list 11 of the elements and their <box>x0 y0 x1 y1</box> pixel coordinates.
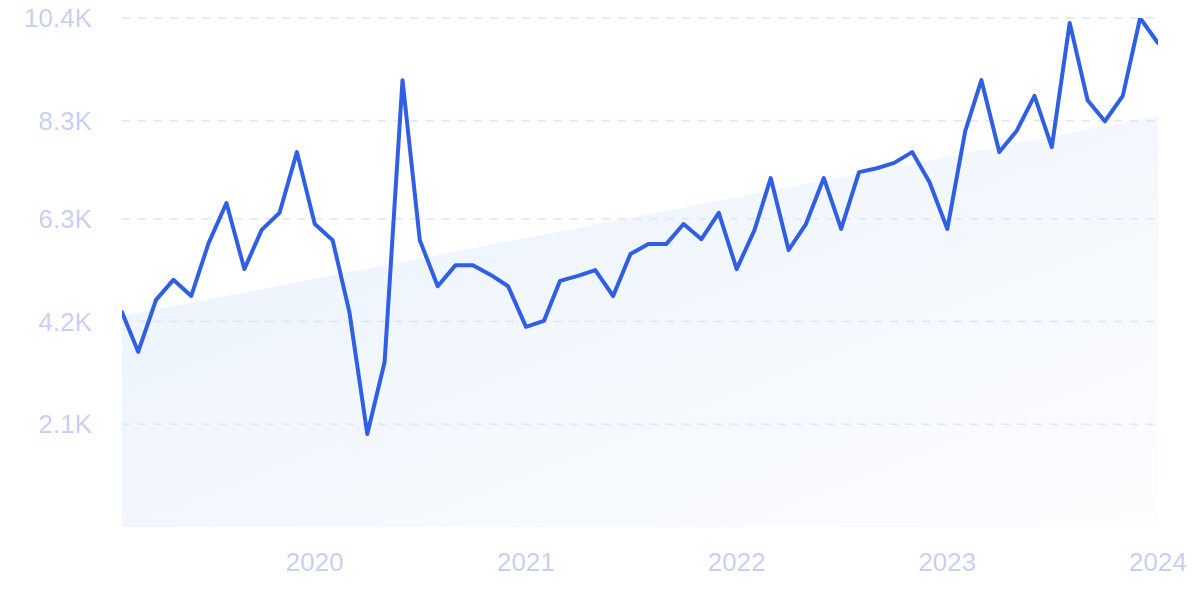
x-tick-label: 2021 <box>497 547 555 578</box>
y-tick-label: 8.3K <box>38 106 93 137</box>
x-tick-label: 2020 <box>285 547 344 578</box>
y-tick-label: 2.1K <box>38 409 93 440</box>
y-tick-label: 6.3K <box>38 203 93 234</box>
x-tick-label: 2023 <box>918 547 977 578</box>
x-tick-label: 2024 <box>1129 547 1187 578</box>
line-series <box>122 18 1158 437</box>
y-tick-label: 4.2K <box>38 306 93 337</box>
x-tick-label: 2022 <box>707 547 766 578</box>
y-tick-label: 10.4K <box>24 3 93 34</box>
